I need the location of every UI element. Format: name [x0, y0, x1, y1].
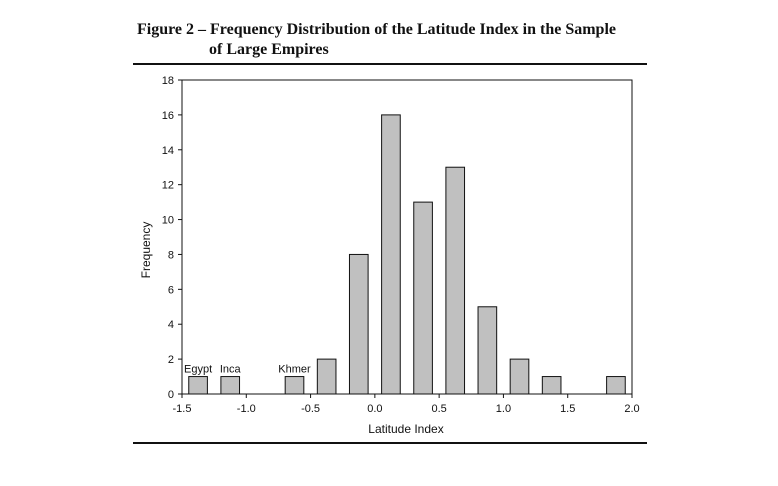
histogram-bar — [316, 358, 337, 395]
x-tick-label: 1.5 — [560, 403, 575, 415]
histogram-bar — [445, 166, 466, 395]
plot-frame — [181, 79, 633, 395]
y-tick-label: 6 — [168, 284, 174, 296]
figure-title-line1: Figure 2 – Frequency Distribution of the… — [137, 21, 616, 38]
x-tick-label: 0.5 — [431, 403, 446, 415]
y-tick-label: 2 — [168, 354, 174, 366]
x-tick-label: 1.0 — [496, 403, 511, 415]
histogram-bar — [606, 376, 626, 395]
y-tick-label: 16 — [162, 110, 174, 122]
histogram-bar — [220, 376, 241, 395]
x-tick-label: -0.5 — [301, 403, 320, 415]
x-tick-label: -1.5 — [173, 403, 192, 415]
histogram-bar — [509, 358, 530, 395]
histogram-bar — [381, 114, 401, 395]
bottom-rule — [133, 442, 647, 444]
y-tick-label: 18 — [162, 75, 174, 87]
histogram-bar — [348, 253, 369, 395]
histogram-bar — [477, 306, 498, 395]
y-tick-label: 8 — [168, 249, 174, 261]
histogram-bar — [541, 376, 562, 395]
y-tick-label: 4 — [168, 319, 174, 331]
y-tick-label: 12 — [162, 180, 174, 192]
bar-annotation: Egypt — [184, 364, 212, 376]
y-tick-label: 10 — [162, 215, 174, 227]
figure-title: Figure 2 – Frequency Distribution of the… — [137, 20, 657, 60]
figure-title-line2: of Large Empires — [209, 41, 329, 58]
bar-annotation: Khmer — [278, 364, 311, 376]
y-tick-label: 14 — [162, 145, 174, 157]
histogram-bar — [284, 376, 305, 395]
bar-annotation: Inca — [220, 364, 242, 376]
y-axis-label: Frequency — [139, 222, 153, 279]
histogram-bar — [188, 376, 208, 395]
histogram-bar — [413, 201, 433, 395]
x-tick-label: 2.0 — [624, 403, 639, 415]
x-axis-label: Latitude Index — [368, 422, 443, 436]
x-tick-label: 0.0 — [367, 403, 382, 415]
x-tick-label: -1.0 — [237, 403, 256, 415]
y-tick-label: 0 — [168, 389, 174, 401]
top-rule — [133, 63, 647, 65]
